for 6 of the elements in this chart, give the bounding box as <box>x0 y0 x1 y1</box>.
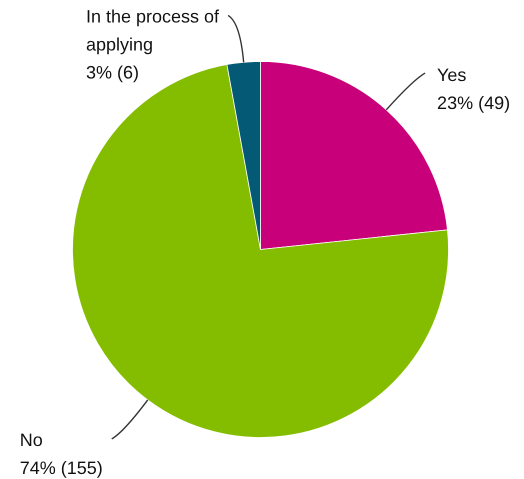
slice-label: Yes <box>437 65 466 86</box>
data-label: 74% (155) <box>20 458 103 478</box>
data-label: 3% (6) <box>86 62 140 82</box>
slice-label: No <box>20 430 43 450</box>
slice-label: In the process of applying <box>86 6 220 54</box>
data-label: 23% (49) <box>437 93 510 114</box>
